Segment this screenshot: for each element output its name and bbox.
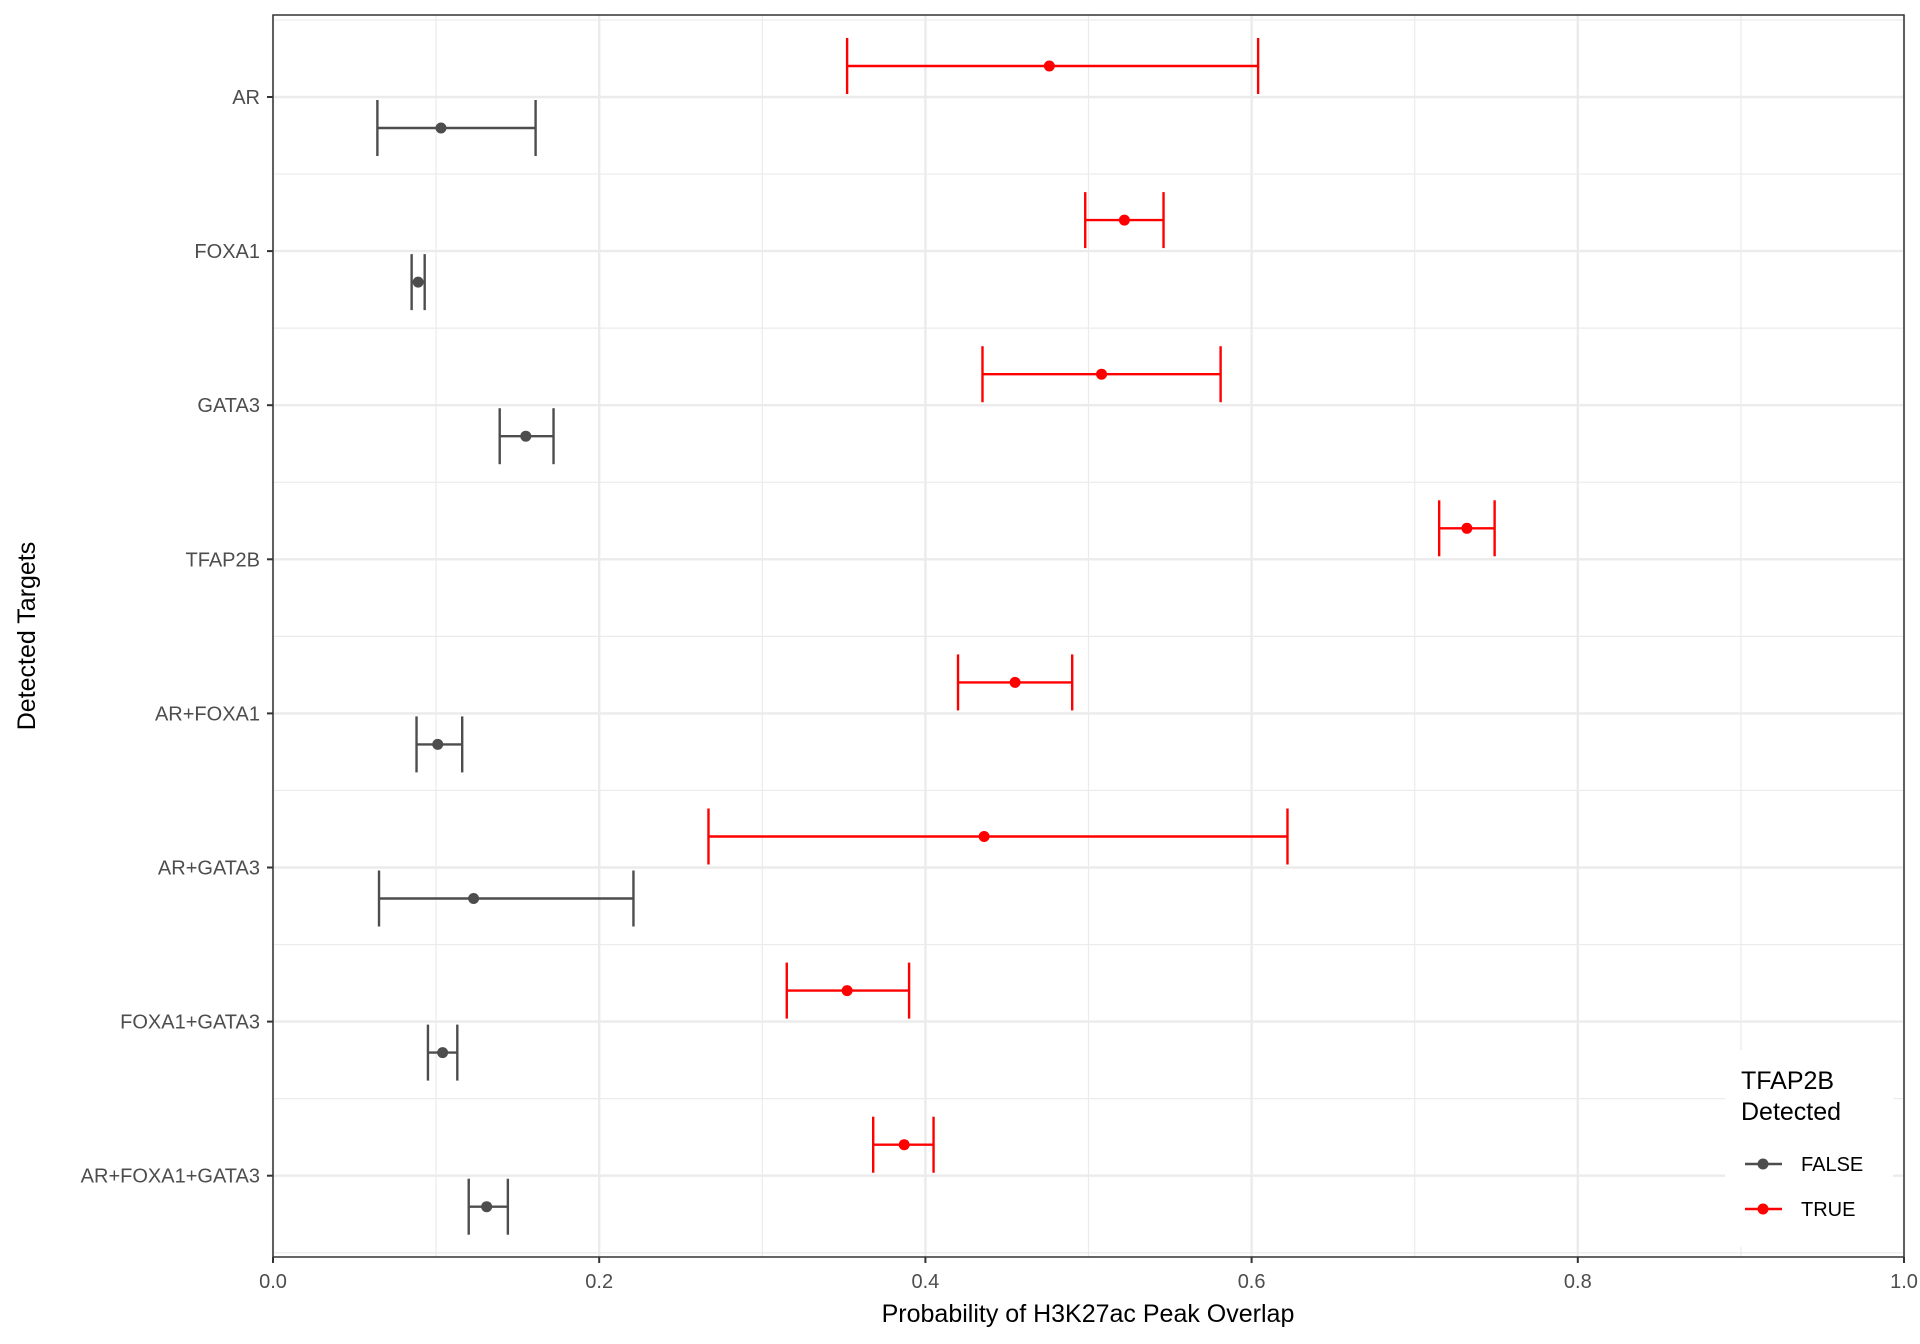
panel-border (272, 14, 1905, 1258)
mean-point (978, 831, 990, 842)
legend-background (1725, 1050, 1893, 1247)
errorbar-false (376, 100, 537, 156)
y-tick-label: AR+FOXA1+GATA3 (81, 1166, 260, 1188)
mean-point (432, 738, 444, 750)
legend: TFAP2B Detected FALSE TRUE (1725, 1050, 1893, 1247)
y-tick-label: AR+FOXA1 (155, 703, 260, 725)
errorbar-false (410, 254, 426, 311)
errorbar-false (426, 1024, 459, 1081)
error-bars (376, 38, 1496, 1235)
y-axis-title: Detected Targets (13, 542, 41, 731)
errorbar-true (981, 346, 1222, 403)
legend-key-point (1757, 1158, 1769, 1170)
legend-items: FALSE TRUE (1745, 1154, 1863, 1221)
errorbar-true (1437, 500, 1496, 557)
errorbar-true (1084, 192, 1165, 249)
x-tick-label: 0.8 (1564, 1271, 1592, 1293)
errorbar-true (872, 1116, 935, 1173)
mean-point (1096, 368, 1108, 380)
y-axis: AR FOXA1 GATA3 TFAP2B AR+FOXA1 AR+GATA3 FOXA1+… (81, 87, 273, 1188)
errorbar-true (785, 962, 911, 1019)
mean-point (468, 893, 480, 904)
legend-label: FALSE (1801, 1154, 1863, 1176)
y-tick-label: FOXA1 (194, 241, 260, 263)
mean-point (1043, 60, 1055, 72)
mean-point (1461, 522, 1473, 534)
y-tick-label: GATA3 (197, 395, 260, 417)
mean-point (1009, 676, 1021, 688)
legend-item-false: FALSE (1745, 1154, 1863, 1176)
errorbar-false (377, 870, 635, 927)
mean-point (481, 1201, 493, 1213)
mean-point (1118, 214, 1130, 226)
mean-point (841, 985, 853, 997)
x-tick-label: 0.6 (1238, 1271, 1266, 1293)
errorbar-true (956, 654, 1074, 711)
legend-key-point (1757, 1203, 1769, 1215)
legend-title-line1: TFAP2B (1741, 1067, 1834, 1095)
mean-point (437, 1047, 449, 1059)
x-tick-label: 0.0 (259, 1271, 287, 1293)
x-axis-title: Probability of H3K27ac Peak Overlap (882, 1300, 1295, 1328)
y-tick-label: AR (232, 87, 260, 109)
mean-point (520, 430, 532, 442)
mean-point (898, 1139, 910, 1151)
errorbar-true (707, 808, 1289, 865)
mean-point (412, 276, 424, 288)
x-tick-label: 1.0 (1890, 1271, 1918, 1293)
errorbar-true (845, 38, 1260, 94)
x-axis: 0.0 0.2 0.4 0.6 0.8 1.0 (259, 1257, 1918, 1293)
errorbar-false (467, 1178, 510, 1235)
x-tick-label: 0.2 (585, 1271, 613, 1293)
y-tick-label: FOXA1+GATA3 (120, 1012, 260, 1034)
mean-point (435, 122, 447, 134)
y-tick-label: TFAP2B (186, 549, 260, 571)
errorbar-false (415, 716, 464, 773)
legend-label: TRUE (1801, 1199, 1855, 1221)
legend-title-line2: Detected (1741, 1098, 1841, 1126)
x-tick-label: 0.4 (911, 1271, 939, 1293)
errorbar-false (498, 408, 555, 465)
y-tick-label: AR+GATA3 (158, 858, 260, 880)
legend-item-true: TRUE (1745, 1199, 1855, 1221)
